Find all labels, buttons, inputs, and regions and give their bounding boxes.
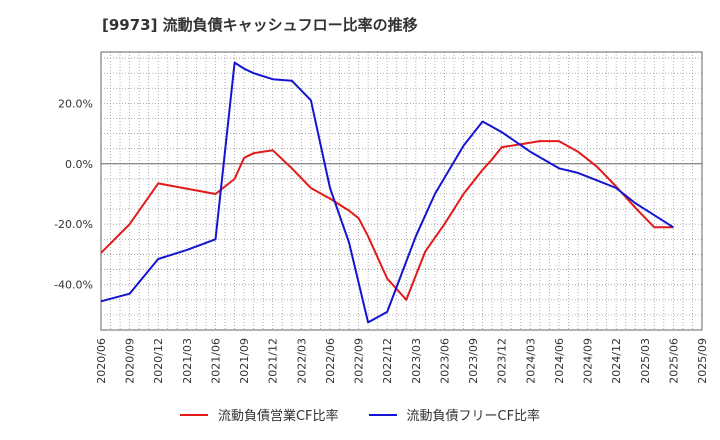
chart-title: [9973] 流動負債キャッシュフロー比率の推移 — [102, 16, 418, 34]
x-tick-label: 2024/09 — [582, 338, 595, 384]
x-tick-label: 2020/12 — [152, 338, 165, 384]
legend-swatch-free-cf — [368, 413, 397, 416]
legend-label-operating-cf: 流動負債営業CF比率 — [217, 409, 339, 424]
x-tick-label: 2022/12 — [381, 338, 394, 384]
plot-frame — [100, 51, 703, 331]
y-tick-label: -20.0% — [54, 218, 93, 231]
x-tick-label: 2022/09 — [353, 338, 366, 384]
legend-label-free-cf: 流動負債フリーCF比率 — [406, 409, 541, 424]
plot-area — [101, 52, 702, 330]
y-tick-label: 0.0% — [65, 158, 93, 171]
y-tick-label: 20.0% — [58, 97, 93, 110]
x-tick-label: 2023/09 — [467, 338, 480, 384]
x-tick-label: 2021/03 — [181, 338, 194, 384]
x-tick-label: 2022/03 — [295, 338, 308, 384]
x-tick-label: 2021/06 — [209, 338, 222, 384]
y-tick-label: -40.0% — [54, 279, 93, 292]
series-line-operating-cf — [100, 140, 674, 301]
legend-item-operating-cf: 流動負債営業CF比率 — [179, 405, 339, 424]
x-tick-label: 2020/09 — [124, 338, 137, 384]
x-tick-label: 2023/06 — [438, 338, 451, 384]
x-tick-label: 2021/12 — [267, 338, 280, 384]
x-tick-label: 2024/12 — [610, 338, 623, 384]
x-tick-label: 2021/09 — [238, 338, 251, 384]
x-tick-label: 2023/12 — [496, 338, 509, 384]
series-line-free-cf — [100, 61, 674, 324]
x-tick-label: 2024/06 — [553, 338, 566, 384]
x-tick-label: 2020/06 — [95, 338, 108, 384]
legend-item-free-cf: 流動負債フリーCF比率 — [368, 405, 541, 424]
legend-swatch-operating-cf — [179, 413, 208, 416]
x-tick-label: 2025/06 — [667, 338, 680, 384]
legend: 流動負債営業CF比率 流動負債フリーCF比率 — [0, 405, 720, 424]
x-tick-label: 2022/06 — [324, 338, 337, 384]
x-tick-label: 2025/09 — [696, 338, 709, 384]
x-tick-label: 2023/03 — [410, 338, 423, 384]
x-tick-label: 2024/03 — [524, 338, 537, 384]
x-tick-label: 2025/03 — [639, 338, 652, 384]
